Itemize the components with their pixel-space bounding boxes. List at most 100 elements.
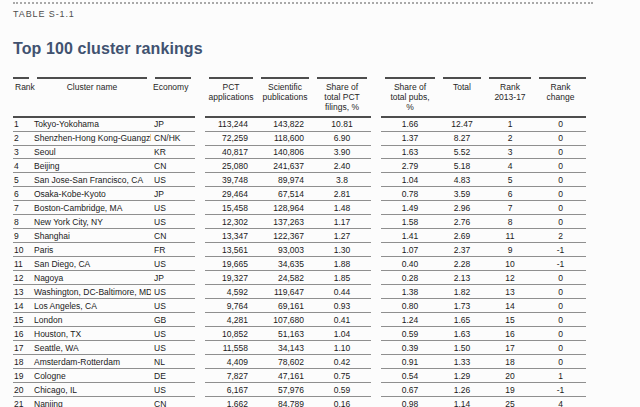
column-gap: [371, 369, 381, 383]
cell-scientific-publications: 34,143: [257, 341, 313, 355]
cell-scientific-publications: 140,806: [257, 145, 313, 159]
cell-scientific-publications: 118,600: [257, 131, 313, 145]
cell-share-total-pubs: 0.78: [381, 187, 439, 201]
cell-scientific-publications: 143,822: [257, 117, 313, 131]
column-gap: [195, 285, 205, 299]
column-gap: [195, 173, 205, 187]
cell-cluster-name: Boston-Cambridge, MA: [33, 201, 151, 215]
cell-rank-change: 0: [535, 131, 586, 145]
cell-share-total-pubs: 1.63: [381, 145, 439, 159]
table-row: 11 San Diego, CA US 19,665 34,635 1.88 0…: [13, 257, 586, 271]
cell-scientific-publications: 84,789: [257, 396, 313, 407]
cell-share-pct-filings: 2.40: [313, 159, 371, 173]
cell-share-pct-filings: 3.90: [313, 145, 371, 159]
cell-rank: 8: [13, 215, 33, 229]
cell-economy: CN: [151, 229, 195, 243]
cell-scientific-publications: 47,161: [257, 369, 313, 383]
column-gap: [371, 243, 381, 257]
cell-cluster-name: New York City, NY: [33, 215, 151, 229]
cell-rank-2013-17: 15: [485, 313, 535, 327]
cell-cluster-name: London: [33, 313, 151, 327]
cell-share-total-pubs: 0.28: [381, 271, 439, 285]
cell-rank-2013-17: 3: [485, 145, 535, 159]
column-gap: [195, 299, 205, 313]
cell-economy: FR: [151, 243, 195, 257]
cell-economy: CN: [151, 159, 195, 173]
column-gap: [371, 131, 381, 145]
cell-rank-change: 0: [535, 341, 586, 355]
column-gap: [371, 201, 381, 215]
cell-share-pct-filings: 10.81: [313, 117, 371, 131]
cell-rank-2013-17: 11: [485, 229, 535, 243]
cell-total: 2.69: [439, 229, 485, 243]
cell-rank-2013-17: 4: [485, 159, 535, 173]
column-gap: [195, 327, 205, 341]
cell-economy: US: [151, 327, 195, 341]
cell-economy: JP: [151, 187, 195, 201]
cell-share-total-pubs: 1.66: [381, 117, 439, 131]
table-row: 4 Beijing CN 25,080 241,637 2.40 2.79 5.…: [13, 159, 586, 173]
column-gap: [371, 341, 381, 355]
cell-total: 2.76: [439, 215, 485, 229]
cell-total: 3.59: [439, 187, 485, 201]
cell-economy: GB: [151, 313, 195, 327]
cell-economy: NL: [151, 355, 195, 369]
cell-cluster-name: San Jose-San Francisco, CA: [33, 173, 151, 187]
cell-cluster-name: Tokyo-Yokohama: [33, 117, 151, 131]
cell-share-pct-filings: 1.30: [313, 243, 371, 257]
cell-share-total-pubs: 2.79: [381, 159, 439, 173]
report-page: TABLE S-1.1 Top 100 cluster rankings Ran…: [0, 0, 640, 407]
cell-rank-change: 0: [535, 159, 586, 173]
column-gap: [195, 355, 205, 369]
cell-rank-change: 0: [535, 145, 586, 159]
cell-scientific-publications: 67,514: [257, 187, 313, 201]
column-gap: [371, 145, 381, 159]
cell-rank-2013-17: 12: [485, 271, 535, 285]
cell-share-total-pubs: 0.40: [381, 257, 439, 271]
cell-share-total-pubs: 0.80: [381, 299, 439, 313]
cell-cluster-name: Seattle, WA: [33, 341, 151, 355]
column-gap: [195, 243, 205, 257]
cell-rank-2013-17: 6: [485, 187, 535, 201]
table-row: 14 Los Angeles, CA US 9,764 69,161 0.93 …: [13, 299, 586, 313]
cell-rank-change: 0: [535, 187, 586, 201]
cell-cluster-name: Houston, TX: [33, 327, 151, 341]
column-gap: [371, 327, 381, 341]
cell-economy: JP: [151, 271, 195, 285]
cell-share-pct-filings: 0.41: [313, 313, 371, 327]
column-gap: [195, 187, 205, 201]
cell-share-pct-filings: 1.48: [313, 201, 371, 215]
cell-share-pct-filings: 0.59: [313, 382, 371, 396]
cell-cluster-name: Shanghai: [33, 229, 151, 243]
cell-share-total-pubs: 1.37: [381, 131, 439, 145]
cell-share-total-pubs: 0.54: [381, 369, 439, 383]
cell-share-total-pubs: 1.04: [381, 173, 439, 187]
cell-scientific-publications: 89,974: [257, 173, 313, 187]
cell-rank-2013-17: 25: [485, 396, 535, 407]
cell-rank-2013-17: 13: [485, 285, 535, 299]
cell-total: 1.50: [439, 341, 485, 355]
cell-total: 1.73: [439, 299, 485, 313]
column-header-economy: Economy: [151, 77, 195, 117]
cell-cluster-name: Los Angeles, CA: [33, 299, 151, 313]
column-gap: [195, 201, 205, 215]
table-row: 2 Shenzhen-Hong Kong-Guangzhou CN/HK 72,…: [13, 131, 586, 145]
cell-scientific-publications: 34,635: [257, 257, 313, 271]
cell-rank: 16: [13, 327, 33, 341]
cell-scientific-publications: 107,680: [257, 313, 313, 327]
cell-rank: 13: [13, 285, 33, 299]
cell-cluster-name: Washington, DC-Baltimore, MD: [33, 285, 151, 299]
cell-share-pct-filings: 6.90: [313, 131, 371, 145]
cell-pct-applications: 11,558: [205, 341, 257, 355]
column-gap: [371, 159, 381, 173]
table-row: 5 San Jose-San Francisco, CA US 39,748 8…: [13, 173, 586, 187]
cell-pct-applications: 39,748: [205, 173, 257, 187]
cell-rank: 20: [13, 382, 33, 396]
cell-rank-change: 2: [535, 229, 586, 243]
cell-rank-2013-17: 9: [485, 243, 535, 257]
cell-pct-applications: 12,302: [205, 215, 257, 229]
cell-rank: 1: [13, 117, 33, 131]
table-row: 12 Nagoya JP 19,327 24,582 1.85 0.28 2.1…: [13, 271, 586, 285]
cell-total: 2.13: [439, 271, 485, 285]
cell-total: 1.26: [439, 382, 485, 396]
